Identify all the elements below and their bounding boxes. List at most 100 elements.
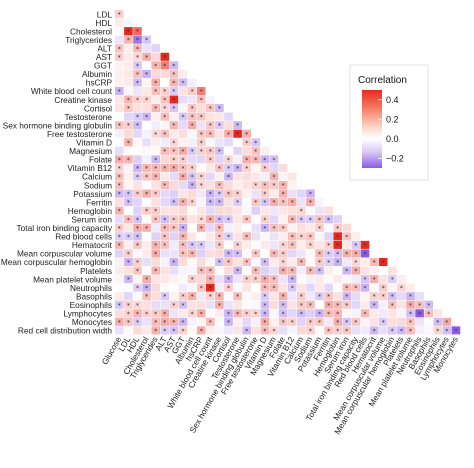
significance-marker: * bbox=[318, 294, 321, 301]
heatmap-cell bbox=[215, 283, 224, 292]
heatmap-cell bbox=[133, 215, 142, 224]
significance-marker: * bbox=[245, 260, 248, 267]
heatmap-cell bbox=[269, 266, 279, 275]
significance-marker: * bbox=[427, 302, 430, 309]
heatmap-cell bbox=[133, 275, 142, 284]
heatmap-cell bbox=[233, 326, 242, 335]
heatmap-cell bbox=[142, 69, 151, 78]
significance-marker: * bbox=[172, 71, 175, 78]
significance-marker: * bbox=[309, 268, 312, 275]
significance-marker: * bbox=[273, 225, 276, 232]
heatmap-cell bbox=[178, 215, 188, 224]
heatmap-cell bbox=[287, 326, 297, 335]
heatmap-cell bbox=[315, 317, 324, 326]
heatmap-cell bbox=[142, 112, 151, 121]
row-label: Hematocrit bbox=[72, 240, 113, 250]
heatmap-cell bbox=[196, 249, 206, 258]
heatmap-cell bbox=[324, 206, 333, 215]
heatmap-cell bbox=[151, 249, 160, 258]
significance-marker: * bbox=[136, 191, 139, 198]
heatmap-cell bbox=[115, 78, 124, 87]
heatmap-cell bbox=[215, 215, 224, 224]
significance-marker: * bbox=[182, 200, 185, 207]
heatmap-cell bbox=[196, 138, 206, 147]
heatmap-cell bbox=[224, 257, 233, 266]
significance-marker: * bbox=[373, 260, 376, 267]
significance-marker: * bbox=[127, 37, 130, 44]
significance-marker: * bbox=[145, 97, 148, 104]
significance-marker: * bbox=[327, 328, 330, 335]
heatmap-cell bbox=[187, 112, 197, 121]
row-label: LDL bbox=[97, 9, 113, 19]
heatmap-cell bbox=[160, 326, 170, 335]
heatmap-cell bbox=[242, 172, 251, 181]
heatmap-cell bbox=[115, 44, 124, 53]
heatmap-cell bbox=[206, 163, 215, 172]
heatmap-cell bbox=[187, 198, 197, 207]
significance-marker: * bbox=[200, 285, 203, 292]
significance-marker: * bbox=[236, 251, 239, 258]
significance-marker: * bbox=[418, 302, 421, 309]
heatmap-cell bbox=[269, 300, 279, 309]
heatmap-cell bbox=[333, 223, 342, 232]
heatmap-cell bbox=[215, 198, 224, 207]
heatmap-cell bbox=[260, 240, 270, 249]
significance-marker: * bbox=[218, 225, 221, 232]
heatmap-cell bbox=[278, 275, 288, 284]
significance-marker: * bbox=[254, 148, 257, 155]
significance-marker: * bbox=[282, 268, 285, 275]
significance-marker: * bbox=[327, 242, 330, 249]
heatmap-cell bbox=[369, 275, 379, 284]
heatmap-cell bbox=[397, 283, 406, 292]
heatmap-cell bbox=[342, 326, 352, 335]
heatmap-cell bbox=[133, 257, 142, 266]
heatmap-cell bbox=[324, 249, 333, 258]
heatmap-cell bbox=[215, 206, 224, 215]
significance-marker: * bbox=[227, 260, 230, 267]
significance-marker: * bbox=[218, 106, 221, 113]
significance-marker: * bbox=[373, 294, 376, 301]
heatmap-cell bbox=[133, 129, 142, 138]
heatmap-cell bbox=[324, 309, 333, 318]
heatmap-cell bbox=[124, 86, 133, 95]
heatmap-cell bbox=[178, 155, 188, 164]
heatmap-cell bbox=[142, 326, 151, 335]
heatmap-cell bbox=[178, 232, 188, 241]
significance-marker: * bbox=[136, 217, 139, 224]
heatmap-cell bbox=[215, 121, 224, 130]
heatmap-cell bbox=[224, 121, 233, 130]
heatmap-cell bbox=[224, 163, 233, 172]
heatmap-cell bbox=[115, 112, 124, 121]
significance-marker: * bbox=[200, 114, 203, 121]
significance-marker: * bbox=[154, 319, 157, 326]
significance-marker: * bbox=[309, 319, 312, 326]
row-label: hsCRP bbox=[86, 78, 113, 88]
row-label: Cholesterol bbox=[70, 26, 112, 36]
significance-marker: * bbox=[254, 311, 257, 318]
row-labels: LDLHDLCholesterolTriglyceridesALTASTGGTA… bbox=[1, 9, 113, 335]
heatmap-cell bbox=[215, 275, 224, 284]
heatmap-cell bbox=[233, 257, 242, 266]
heatmap-cell bbox=[233, 206, 242, 215]
heatmap-cell bbox=[169, 249, 179, 258]
heatmap-cell bbox=[433, 317, 443, 326]
significance-marker: * bbox=[163, 89, 166, 96]
significance-marker: * bbox=[182, 234, 185, 241]
significance-marker: * bbox=[127, 157, 130, 164]
significance-marker: * bbox=[163, 131, 166, 138]
significance-marker: * bbox=[300, 208, 303, 215]
heatmap-cell bbox=[224, 326, 233, 335]
heatmap-cell bbox=[333, 309, 342, 318]
heatmap-cell bbox=[115, 181, 124, 190]
heatmap-cell bbox=[397, 309, 406, 318]
significance-marker: * bbox=[200, 183, 203, 190]
heatmap-cell bbox=[124, 172, 133, 181]
significance-marker: * bbox=[136, 46, 139, 53]
heatmap-cell bbox=[388, 300, 397, 309]
significance-marker: * bbox=[218, 183, 221, 190]
heatmap-cell bbox=[160, 232, 170, 241]
heatmap-cell bbox=[160, 52, 170, 61]
significance-marker: * bbox=[336, 311, 339, 318]
heatmap-cell bbox=[115, 283, 124, 292]
heatmap-cell bbox=[133, 223, 142, 232]
